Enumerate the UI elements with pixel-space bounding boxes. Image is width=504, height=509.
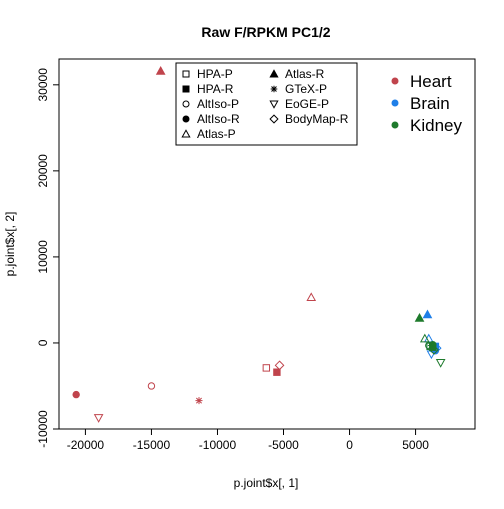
shape-legend-marker — [182, 100, 190, 108]
data-point — [422, 309, 433, 319]
shape-legend-marker — [269, 100, 279, 109]
shape-legend-label: Atlas-R — [285, 67, 325, 81]
y-tick-label: 30000 — [36, 68, 50, 102]
shape-legend-box — [175, 62, 358, 146]
shape-legend-label: GTeX-P — [285, 82, 327, 96]
x-tick-label: -15000 — [133, 438, 171, 452]
data-point — [93, 414, 104, 423]
x-axis-label: p.joint$x[, 1] — [234, 476, 299, 490]
color-legend-label: Brain — [410, 94, 450, 113]
x-tick-label: -5000 — [268, 438, 299, 452]
y-tick-label: 0 — [36, 339, 50, 346]
y-tick-label: -10000 — [36, 410, 50, 448]
color-legend-label: Kidney — [410, 116, 462, 135]
shape-legend-label: Atlas-P — [197, 127, 236, 141]
shape-legend-label: HPA-R — [197, 82, 234, 96]
x-tick-label: 0 — [346, 438, 353, 452]
data-point — [306, 292, 317, 302]
shape-legend-label: HPA-P — [197, 67, 233, 81]
data-point — [72, 390, 80, 399]
shape-legend-marker — [269, 69, 279, 78]
data-point — [419, 333, 430, 343]
shape-legend-label: EoGE-P — [285, 97, 329, 111]
shape-legend-label: AltIso-R — [197, 112, 240, 126]
x-axis: -20000 -15000 -10000 -5000 0 5000 — [67, 428, 429, 452]
y-axis: -10000 0 10000 20000 30000 — [36, 68, 60, 448]
color-legend-dot — [391, 99, 399, 107]
x-tick-label: -20000 — [67, 438, 105, 452]
data-point — [429, 344, 439, 355]
color-legend-label: Heart — [410, 72, 452, 91]
data-point — [435, 359, 446, 368]
shape-legend-label: BodyMap-R — [285, 112, 349, 126]
x-tick-label: -10000 — [199, 438, 237, 452]
chart-title: Raw F/RPKM PC1/2 — [201, 24, 330, 40]
shape-legend-marker — [269, 114, 279, 124]
shape-legend-marker — [181, 129, 191, 138]
color-legend: Heart Brain Kidney — [391, 72, 462, 135]
color-legend-dot — [391, 121, 399, 129]
data-point — [274, 360, 285, 371]
data-point — [147, 382, 156, 390]
x-tick-label: 5000 — [402, 438, 429, 452]
data-point — [155, 66, 166, 75]
shape-legend-marker — [182, 115, 190, 123]
color-legend-dot — [391, 77, 399, 85]
data-point — [273, 368, 281, 376]
shape-legend-marker — [182, 70, 190, 78]
y-tick-label: 20000 — [36, 154, 50, 188]
data-point — [262, 364, 271, 372]
data-point — [414, 312, 425, 322]
data-point — [195, 397, 203, 405]
shape-legend-marker — [270, 85, 278, 93]
shape-legend-label: AltIso-P — [197, 97, 239, 111]
data-points — [72, 66, 446, 423]
shape-legend-marker — [182, 85, 190, 93]
y-tick-label: 10000 — [36, 240, 50, 274]
y-axis-label: p.joint$x[, 2] — [3, 212, 17, 277]
